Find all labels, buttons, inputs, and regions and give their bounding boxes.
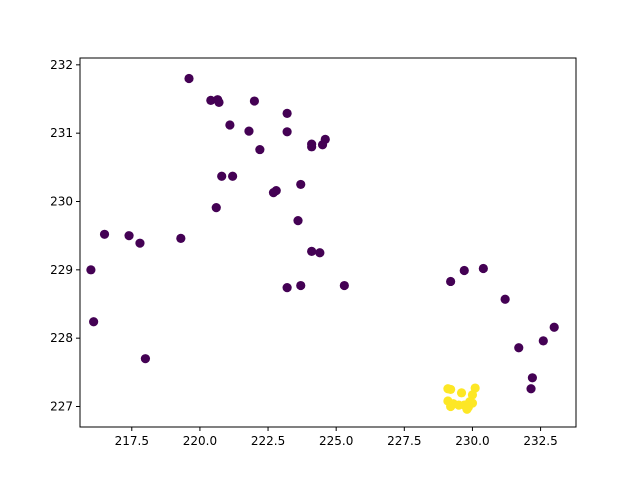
data-point-cluster-0 xyxy=(320,134,330,144)
data-point-cluster-0 xyxy=(217,171,227,181)
x-axis-ticks: 217.5 220.0 222.5 225.0 227.5 230.0 232.5 xyxy=(115,427,558,448)
data-point-cluster-0 xyxy=(86,265,96,275)
y-tick-label: 229 xyxy=(50,263,73,277)
data-point-cluster-0 xyxy=(206,95,216,105)
data-point-cluster-0 xyxy=(538,336,548,346)
data-point-cluster-0 xyxy=(500,294,510,304)
data-point-cluster-0 xyxy=(527,373,537,383)
data-point-cluster-0 xyxy=(211,203,221,213)
data-point-cluster-0 xyxy=(249,96,260,106)
data-point-cluster-0 xyxy=(99,229,110,239)
data-point-cluster-0 xyxy=(244,126,254,136)
x-tick-label: 220.0 xyxy=(183,434,217,448)
data-point-cluster-1 xyxy=(446,401,456,412)
data-point-cluster-0 xyxy=(549,322,559,332)
y-tick-label: 228 xyxy=(50,331,73,345)
data-point-cluster-0 xyxy=(135,238,145,248)
data-point-cluster-0 xyxy=(140,354,151,364)
x-tick-label: 230.0 xyxy=(455,434,489,448)
data-point-cluster-0 xyxy=(255,144,265,155)
data-point-cluster-0 xyxy=(307,246,317,256)
x-tick-label: 225.0 xyxy=(319,434,353,448)
y-tick-label: 231 xyxy=(50,126,73,140)
data-point-cluster-0 xyxy=(307,142,317,152)
y-tick-label: 232 xyxy=(50,58,73,72)
y-tick-label: 230 xyxy=(50,195,73,209)
data-point-cluster-0 xyxy=(89,317,99,327)
data-point-cluster-0 xyxy=(478,263,488,274)
data-point-cluster-0 xyxy=(271,185,281,196)
data-point-cluster-0 xyxy=(124,231,134,241)
data-point-cluster-0 xyxy=(446,276,456,287)
data-point-cluster-0 xyxy=(514,343,524,353)
y-axis-ticks: 227 228 229 230 231 232 xyxy=(50,58,80,414)
data-point-cluster-0 xyxy=(282,108,292,118)
data-point-cluster-1 xyxy=(456,388,467,398)
data-point-cluster-0 xyxy=(459,265,469,276)
data-points xyxy=(86,73,559,414)
data-point-cluster-0 xyxy=(526,384,536,394)
data-point-cluster-0 xyxy=(339,280,349,291)
x-tick-label: 227.5 xyxy=(387,434,421,448)
data-point-cluster-0 xyxy=(296,179,306,190)
data-point-cluster-0 xyxy=(293,216,303,226)
y-tick-label: 227 xyxy=(50,400,73,414)
data-point-cluster-0 xyxy=(315,248,325,258)
data-point-cluster-0 xyxy=(228,171,238,181)
data-point-cluster-1 xyxy=(462,404,472,414)
data-point-cluster-0 xyxy=(296,280,306,291)
data-point-cluster-1 xyxy=(446,384,456,395)
x-tick-label: 232.5 xyxy=(523,434,557,448)
x-tick-label: 222.5 xyxy=(251,434,285,448)
plot-area-frame xyxy=(79,57,577,428)
data-point-cluster-0 xyxy=(282,127,292,137)
data-point-cluster-0 xyxy=(225,120,235,130)
x-tick-label: 217.5 xyxy=(115,434,149,448)
data-point-cluster-0 xyxy=(184,73,194,84)
data-point-cluster-0 xyxy=(282,283,292,293)
data-point-cluster-0 xyxy=(214,97,224,108)
data-point-cluster-0 xyxy=(176,233,186,243)
